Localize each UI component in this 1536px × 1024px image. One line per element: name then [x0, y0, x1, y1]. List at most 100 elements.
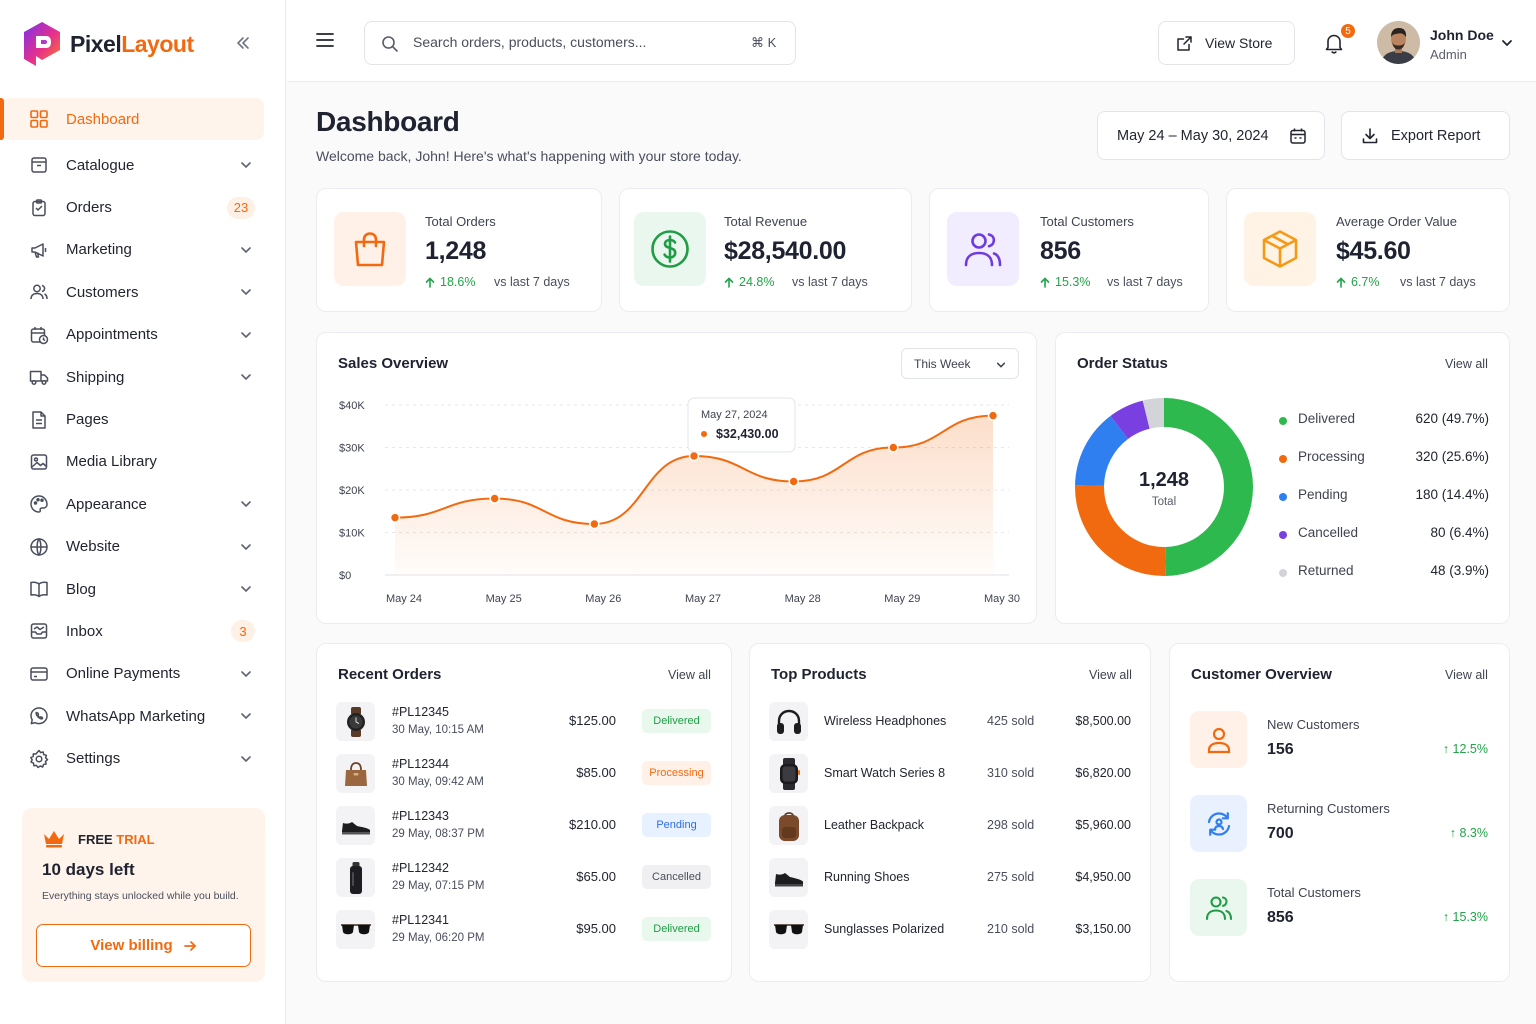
stat-change: 24.8% [724, 275, 774, 289]
stat-icon-box [947, 212, 1019, 286]
sidebar-item-media-library[interactable]: Media Library [0, 441, 286, 483]
table-row[interactable]: #PL12341 29 May, 06:20 PM $95.00 Deliver… [336, 910, 716, 952]
chevron-down-icon [241, 755, 251, 762]
product-revenue: $8,500.00 [1075, 714, 1131, 728]
legend-value: 180 (14.4%) [1415, 487, 1489, 502]
sidebar-item-dashboard[interactable]: Dashboard [0, 98, 264, 140]
customer-overview-view-all-link[interactable]: View all [1445, 668, 1488, 682]
sidebar-item-marketing[interactable]: Marketing [0, 229, 286, 271]
sidebar-item-website[interactable]: Website [0, 526, 286, 568]
date-range-picker[interactable]: May 24 – May 30, 2024 [1097, 111, 1325, 160]
sidebar-item-whatsapp-marketing[interactable]: WhatsApp Marketing [0, 695, 286, 737]
sidebar-item-label: WhatsApp Marketing [66, 707, 206, 725]
list-item[interactable]: Running Shoes 275 sold $4,950.00 [769, 858, 1134, 900]
order-amount: $65.00 [576, 869, 616, 884]
export-report-button[interactable]: Export Report [1341, 111, 1510, 160]
users-icon [964, 233, 1002, 267]
sidebar-item-pages[interactable]: Pages [0, 398, 286, 440]
sidebar-item-label: Marketing [66, 241, 132, 259]
user-menu-toggle[interactable] [1501, 37, 1513, 49]
hamburger-icon [316, 33, 334, 47]
user-icon [1207, 727, 1230, 753]
list-item[interactable]: Smart Watch Series 8 310 sold $6,820.00 [769, 754, 1134, 796]
x-tick-label: May 24 [386, 593, 422, 605]
donut-slice-returned [1142, 398, 1164, 429]
top-products-view-all-link[interactable]: View all [1089, 668, 1132, 682]
sales-area [395, 415, 993, 575]
search-bar[interactable]: ⌘ K [364, 21, 796, 65]
sidebar-item-appointments[interactable]: Appointments [0, 314, 286, 356]
customer-stat-icon-box [1190, 795, 1247, 852]
stat-card-average-order-value: Average Order Value $45.60 6.7% vs last … [1226, 188, 1510, 312]
calendar-icon [1289, 128, 1306, 144]
stat-comparison: vs last 7 days [494, 275, 570, 289]
order-status-view-all-link[interactable]: View all [1445, 357, 1488, 371]
recent-orders-view-all-link[interactable]: View all [668, 668, 711, 682]
table-row[interactable]: #PL12344 30 May, 09:42 AM $85.00 Process… [336, 754, 716, 796]
brand-logo[interactable]: PixelLayout [22, 22, 194, 66]
period-select[interactable]: This Week [901, 348, 1019, 379]
sidebar-item-online-payments[interactable]: Online Payments [0, 653, 286, 695]
megaphone-icon [31, 243, 47, 258]
menu-toggle-button[interactable] [315, 32, 335, 48]
stat-change-value: 24.8% [739, 275, 775, 289]
trial-title-part2: TRIAL [116, 831, 155, 847]
sidebar-item-blog[interactable]: Blog [0, 568, 286, 610]
avatar[interactable] [1377, 21, 1420, 64]
notifications-button[interactable] [1323, 32, 1345, 54]
sidebar-item-customers[interactable]: Customers [0, 271, 286, 313]
table-row[interactable]: #PL12345 30 May, 10:15 AM $125.00 Delive… [336, 702, 716, 744]
arrow-up-icon [1336, 276, 1346, 288]
table-row[interactable]: #PL12343 29 May, 08:37 PM $210.00 Pendin… [336, 806, 716, 848]
inbox-count-badge: 3 [231, 620, 255, 643]
order-date: 30 May, 09:42 AM [392, 776, 484, 788]
product-thumbnail [769, 754, 808, 793]
sidebar-item-shipping[interactable]: Shipping [0, 356, 286, 398]
legend-value: 80 (6.4%) [1430, 525, 1489, 540]
collapse-sidebar-button[interactable] [236, 36, 250, 50]
x-tick-label: May 30 [984, 593, 1020, 605]
download-icon [1362, 127, 1378, 143]
legend-dot [1279, 569, 1287, 577]
sidebar-item-appearance[interactable]: Appearance [0, 483, 286, 525]
view-billing-button[interactable]: View billing [36, 924, 251, 967]
sales-chart[interactable]: $40K $30K $20K $10K $0 May 24 May 25 May 26 May … [317, 333, 1038, 625]
shoe-icon [774, 872, 803, 886]
y-tick-label: $10K [339, 528, 365, 540]
order-date: 29 May, 07:15 PM [392, 880, 485, 892]
legend-item-processing: Processing 320 (25.6%) [1279, 449, 1489, 469]
tooltip-date: May 27, 2024 [701, 409, 768, 421]
user-name[interactable]: John Doe [1430, 27, 1494, 43]
sidebar-item-settings[interactable]: Settings [0, 737, 286, 779]
trial-days-left: 10 days left [42, 860, 135, 879]
view-store-button[interactable]: View Store [1158, 21, 1295, 65]
bottle-icon [349, 861, 362, 894]
stat-value: 856 [1040, 237, 1081, 265]
customer-stat-change: ↑ 12.5% [1442, 742, 1488, 756]
chevron-down-icon [241, 374, 251, 381]
list-item[interactable]: Leather Backpack 298 sold $5,960.00 [769, 806, 1134, 848]
list-item[interactable]: Wireless Headphones 425 sold $8,500.00 [769, 702, 1134, 744]
sidebar-item-catalogue[interactable]: Catalogue [0, 144, 286, 186]
handbag-icon [344, 761, 367, 786]
sidebar-item-orders[interactable]: Orders 23 [0, 186, 286, 228]
status-badge: Pending [642, 813, 711, 837]
search-input[interactable] [413, 34, 713, 50]
inbox-icon [30, 623, 48, 640]
backpack-icon [778, 811, 799, 841]
data-point [888, 442, 899, 453]
customer-stat-value: 156 [1267, 741, 1294, 758]
customer-stat-change-value: 8.3% [1459, 826, 1489, 840]
customer-overview-title: Customer Overview [1191, 666, 1332, 683]
stat-comparison: vs last 7 days [1107, 275, 1183, 289]
order-date: 29 May, 06:20 PM [392, 932, 485, 944]
list-item[interactable]: Sunglasses Polarized 210 sold $3,150.00 [769, 910, 1134, 952]
trial-title-part1: FREE [78, 831, 113, 847]
sidebar-item-inbox[interactable]: Inbox 3 [0, 610, 286, 652]
product-thumbnail [769, 910, 808, 949]
arrow-up-icon [724, 276, 734, 288]
trial-description: Everything stays unlocked while you buil… [42, 890, 239, 902]
chevron-down-icon [241, 501, 251, 508]
table-row[interactable]: #PL12342 29 May, 07:15 PM $65.00 Cancell… [336, 858, 716, 900]
chevron-down-icon [241, 671, 251, 678]
